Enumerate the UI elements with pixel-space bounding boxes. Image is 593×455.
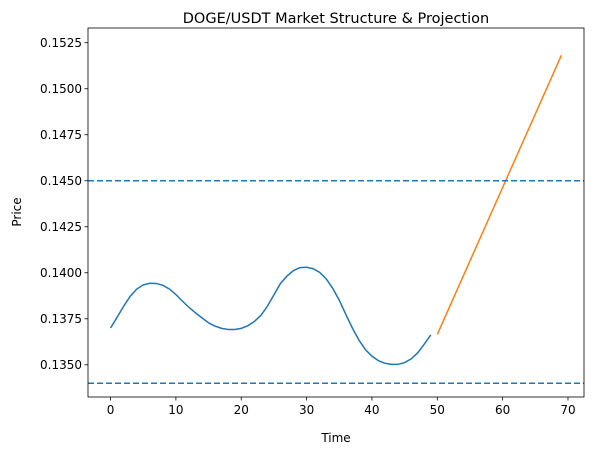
y-axis-label: Price [10, 197, 24, 226]
y-tick-label: 0.1525 [40, 36, 82, 50]
plot-area [88, 54, 584, 384]
series-line-2 [436, 54, 563, 335]
x-axis: 0 10 20 30 40 50 60 70 [107, 397, 576, 417]
y-tick-label: 0.1475 [40, 128, 82, 142]
x-tick-label: 20 [234, 403, 249, 417]
series-line-1 [109, 266, 432, 366]
y-tick-label: 0.1425 [40, 220, 82, 234]
x-tick-label: 70 [560, 403, 575, 417]
y-tick-label: 0.1450 [40, 174, 82, 188]
y-tick-label: 0.1500 [40, 82, 82, 96]
x-tick-label: 60 [495, 403, 510, 417]
chart-title: DOGE/USDT Market Structure & Projection [183, 11, 489, 27]
y-tick-label: 0.1400 [40, 266, 82, 280]
y-axis: 0.1350 0.1375 0.1400 0.1425 0.1450 0.1475 0.15… [40, 36, 88, 372]
y-tick-label: 0.1350 [40, 358, 82, 372]
x-tick-label: 30 [299, 403, 314, 417]
x-tick-label: 50 [430, 403, 445, 417]
plot-frame [87, 27, 585, 398]
x-axis-label: Time [320, 431, 350, 445]
x-tick-label: 0 [107, 403, 115, 417]
x-tick-label: 40 [364, 403, 379, 417]
y-tick-label: 0.1375 [40, 312, 82, 326]
x-tick-label: 10 [168, 403, 183, 417]
